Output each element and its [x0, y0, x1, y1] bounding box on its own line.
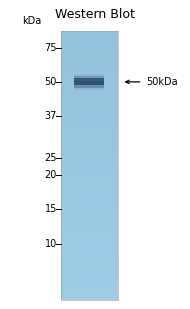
- Bar: [61, 290, 118, 293]
- Bar: [61, 95, 118, 98]
- Bar: [74, 81, 105, 88]
- Text: 20: 20: [45, 170, 57, 180]
- Bar: [61, 226, 118, 229]
- Text: 50kDa: 50kDa: [146, 77, 178, 87]
- Bar: [61, 259, 118, 263]
- Bar: [61, 222, 118, 226]
- Text: Western Blot: Western Blot: [55, 8, 135, 21]
- Text: 15: 15: [45, 204, 57, 214]
- Bar: [61, 219, 118, 222]
- Text: 37: 37: [45, 111, 57, 121]
- Bar: [61, 142, 118, 145]
- Bar: [61, 165, 118, 169]
- Bar: [61, 276, 118, 280]
- Bar: [61, 296, 118, 300]
- Bar: [61, 249, 118, 253]
- Bar: [61, 212, 118, 216]
- Text: kDa: kDa: [23, 16, 42, 26]
- Bar: [61, 199, 118, 202]
- Bar: [61, 74, 118, 78]
- Bar: [61, 253, 118, 256]
- Bar: [61, 239, 118, 243]
- Bar: [61, 108, 118, 112]
- Bar: [61, 162, 118, 165]
- Bar: [74, 74, 105, 80]
- Bar: [61, 88, 118, 91]
- Bar: [61, 263, 118, 266]
- Bar: [61, 132, 118, 135]
- Bar: [61, 115, 118, 118]
- Bar: [61, 54, 118, 58]
- Bar: [61, 256, 118, 259]
- Bar: [61, 38, 118, 41]
- Bar: [61, 266, 118, 269]
- Bar: [61, 51, 118, 54]
- Bar: [61, 85, 118, 88]
- Bar: [61, 101, 118, 105]
- Bar: [61, 216, 118, 219]
- Bar: [61, 78, 118, 81]
- Bar: [61, 44, 118, 48]
- Bar: [61, 118, 118, 122]
- Bar: [61, 31, 118, 300]
- Bar: [61, 243, 118, 246]
- Bar: [61, 185, 118, 189]
- Bar: [61, 34, 118, 38]
- Bar: [61, 236, 118, 239]
- Bar: [61, 283, 118, 286]
- Text: 10: 10: [45, 239, 57, 249]
- Bar: [61, 280, 118, 283]
- Bar: [61, 138, 118, 142]
- Bar: [61, 31, 118, 34]
- Bar: [61, 81, 118, 85]
- Bar: [61, 286, 118, 290]
- Bar: [74, 83, 105, 90]
- Text: 75: 75: [44, 43, 57, 53]
- Bar: [61, 196, 118, 199]
- Bar: [61, 176, 118, 179]
- Bar: [61, 61, 118, 65]
- Bar: [61, 149, 118, 152]
- Bar: [61, 232, 118, 236]
- Bar: [61, 41, 118, 44]
- Bar: [61, 246, 118, 249]
- Bar: [61, 65, 118, 68]
- Bar: [61, 98, 118, 101]
- Bar: [61, 172, 118, 176]
- Bar: [61, 68, 118, 71]
- Bar: [61, 229, 118, 232]
- Bar: [61, 202, 118, 206]
- Bar: [61, 122, 118, 125]
- Bar: [61, 125, 118, 128]
- Bar: [61, 179, 118, 182]
- Bar: [61, 155, 118, 159]
- Bar: [61, 152, 118, 155]
- Bar: [61, 112, 118, 115]
- Bar: [61, 91, 118, 95]
- Bar: [61, 206, 118, 209]
- Bar: [61, 189, 118, 192]
- Bar: [61, 71, 118, 74]
- Bar: [74, 76, 105, 83]
- Bar: [61, 169, 118, 172]
- Bar: [61, 182, 118, 185]
- Bar: [61, 273, 118, 276]
- Bar: [74, 78, 105, 85]
- Bar: [61, 192, 118, 196]
- Bar: [61, 269, 118, 273]
- Bar: [61, 58, 118, 61]
- Bar: [61, 128, 118, 132]
- Bar: [61, 209, 118, 212]
- Bar: [61, 159, 118, 162]
- Bar: [61, 48, 118, 51]
- Text: 50: 50: [45, 77, 57, 87]
- Bar: [61, 105, 118, 108]
- Bar: [61, 135, 118, 138]
- Bar: [61, 293, 118, 296]
- Bar: [61, 145, 118, 149]
- Text: 25: 25: [44, 153, 57, 163]
